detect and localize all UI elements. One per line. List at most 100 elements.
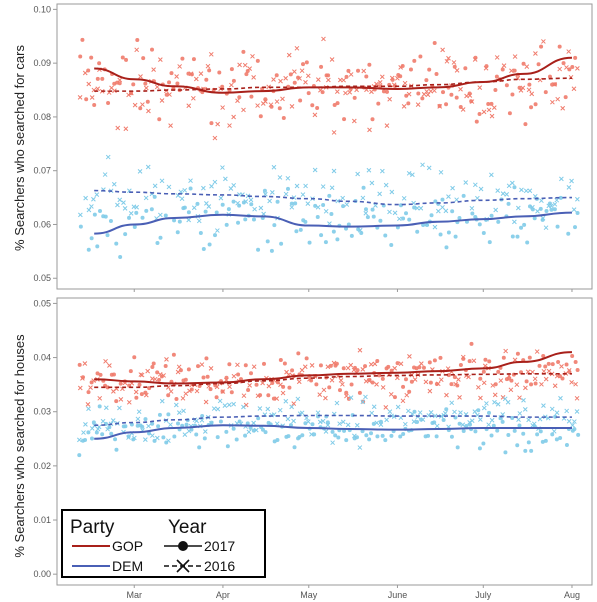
houses-y-tick-label: 0.03 [33,407,51,417]
cars-data-point-dem-2017 [177,219,182,224]
houses-data-point-gop-2016 [291,401,297,406]
legend-dem-label: DEM [112,558,143,574]
houses-data-point-dem-2016 [460,422,466,428]
houses-y-tick-label: 0.05 [33,298,51,308]
cars-data-point-gop-2017 [344,74,349,79]
cars-data-point-gop-2016 [329,57,335,62]
cars-data-point-dem-2017 [538,206,543,211]
cars-data-point-gop-2016 [483,65,489,71]
cars-data-point-dem-2017 [220,202,225,207]
cars-data-point-dem-2017 [149,207,154,212]
houses-data-point-dem-2016 [274,421,280,427]
cars-data-point-gop-2017 [209,121,214,126]
cars-data-point-dem-2016 [152,183,158,189]
houses-data-point-gop-2016 [266,383,272,389]
houses-data-point-dem-2017 [378,419,383,424]
cars-data-point-dem-2016 [552,201,558,207]
cars-data-point-dem-2016 [102,172,108,177]
houses-data-point-dem-2016 [345,422,351,428]
cars-data-point-dem-2016 [369,180,375,186]
cars-data-point-gop-2017 [408,67,413,72]
cars-data-point-dem-2017 [95,244,100,249]
houses-data-point-dem-2016 [136,409,142,415]
houses-data-point-gop-2016 [543,376,549,382]
cars-data-point-dem-2017 [389,243,394,248]
cars-data-point-dem-2016 [500,191,506,196]
houses-data-point-dem-2017 [360,429,365,434]
cars-data-point-dem-2016 [331,168,337,174]
houses-data-point-dem-2016 [566,418,572,424]
houses-data-point-dem-2016 [354,422,360,428]
houses-data-point-gop-2016 [435,381,441,387]
houses-data-point-dem-2016 [432,413,438,419]
houses-data-point-gop-2017 [481,369,486,374]
houses-data-point-gop-2016 [227,384,232,390]
cars-data-point-dem-2017 [285,186,290,191]
cars-data-point-dem-2016 [418,205,424,211]
houses-data-point-gop-2016 [573,381,578,387]
houses-data-point-dem-2017 [333,433,338,438]
cars-data-point-gop-2016 [193,76,199,82]
houses-data-point-dem-2017 [275,437,280,442]
houses-data-point-dem-2016 [77,437,82,443]
x-tick-label: May [300,590,318,600]
legend-2016-label: 2016 [204,558,235,574]
cars-data-point-dem-2016 [443,208,449,214]
cars-data-point-gop-2017 [570,65,575,70]
houses-data-point-dem-2017 [113,437,118,442]
houses-data-point-dem-2017 [83,437,88,442]
cars-data-point-gop-2016 [274,99,280,104]
houses-data-point-gop-2016 [360,367,366,372]
cars-data-point-dem-2016 [134,204,140,210]
houses-data-point-dem-2017 [150,421,155,426]
cars-data-point-dem-2016 [111,181,117,187]
houses-data-point-gop-2017 [570,354,575,359]
cars-data-point-dem-2016 [495,188,501,194]
cars-data-point-dem-2016 [363,210,369,216]
cars-data-point-gop-2016 [566,49,572,54]
cars-data-point-gop-2017 [255,58,260,63]
houses-data-point-gop-2016 [307,376,312,382]
houses-data-point-gop-2016 [88,385,93,390]
cars-y-tick-label: 0.05 [33,273,51,283]
cars-data-point-gop-2016 [126,92,131,98]
cars-data-point-gop-2017 [486,102,491,107]
cars-data-point-gop-2017 [117,81,122,86]
cars-data-point-dem-2016 [493,207,499,213]
cars-data-point-gop-2016 [321,36,326,42]
houses-data-point-dem-2016 [226,402,232,408]
houses-data-point-gop-2017 [337,388,342,393]
houses-data-point-dem-2017 [245,421,250,426]
houses-data-point-gop-2016 [164,356,169,362]
cars-data-point-dem-2016 [294,183,300,189]
cars-data-point-dem-2016 [258,205,264,211]
houses-data-point-gop-2017 [204,356,209,361]
cars-data-point-gop-2016 [132,102,138,108]
cars-data-point-dem-2016 [397,216,402,222]
cars-data-point-dem-2016 [305,201,311,206]
cars-data-point-dem-2017 [404,211,409,216]
cars-data-point-dem-2016 [438,169,444,175]
cars-data-point-gop-2016 [154,84,160,90]
cars-data-point-dem-2016 [261,211,266,217]
cars-data-point-dem-2017 [547,201,552,206]
cars-data-point-gop-2017 [536,62,541,67]
cars-data-point-dem-2016 [212,179,218,185]
cars-data-point-dem-2016 [489,172,494,178]
houses-data-point-dem-2016 [186,428,192,434]
houses-data-point-dem-2017 [444,407,449,412]
cars-data-point-gop-2017 [281,115,286,120]
houses-data-point-dem-2016 [352,433,357,439]
cars-data-point-dem-2016 [323,208,329,214]
cars-data-point-gop-2016 [89,95,95,100]
houses-data-point-gop-2016 [145,368,151,374]
cars-data-point-gop-2016 [263,99,268,104]
houses-data-point-gop-2016 [554,373,560,379]
cars-data-point-gop-2016 [188,71,194,77]
houses-data-point-dem-2016 [484,401,489,406]
houses-data-point-gop-2016 [444,392,449,398]
houses-data-point-gop-2017 [189,387,194,392]
houses-data-point-gop-2017 [449,382,454,387]
cars-data-point-dem-2017 [214,210,219,215]
houses-data-point-dem-2017 [172,434,177,439]
